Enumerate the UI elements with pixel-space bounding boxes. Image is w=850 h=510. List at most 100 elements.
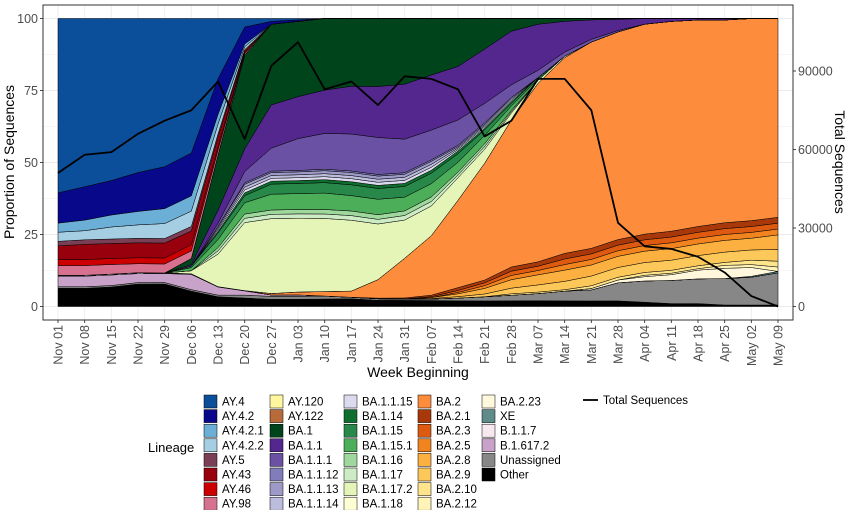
- x-tick-label: Nov 01: [52, 325, 66, 365]
- legend-label-ay-120: AY.120: [288, 397, 323, 409]
- legend-swatch-ay-43: [203, 467, 218, 482]
- legend-label-ba-1-17-2: BA.1.17.2: [362, 484, 413, 496]
- legend-swatch-ba-2-3: [417, 423, 432, 438]
- x-tick-label: Jan 17: [345, 325, 359, 363]
- x-tick-label: Mar 14: [558, 325, 572, 364]
- legend-label-ba-1-16: BA.1.16: [362, 455, 403, 467]
- x-tick-label: Jan 10: [318, 325, 332, 363]
- x-tick-label: Nov 22: [132, 325, 146, 365]
- legend-swatch-ba-2-23: [481, 394, 496, 409]
- legend-label-ay-4: AY.4: [222, 397, 245, 409]
- legend-label-other: Other: [500, 470, 529, 482]
- legend-swatch-b-1-1-7: [481, 423, 496, 438]
- legend-swatch-xe: [481, 409, 496, 423]
- legend-swatch-ba-1-1: [269, 438, 284, 453]
- legend-label-ay-5: AY.5: [222, 455, 245, 467]
- y-axis-ticks: 0 25 50 75 100: [17, 12, 43, 314]
- legend-swatch-ba-1-1-12: [269, 467, 284, 482]
- x-tick-label: Apr 25: [718, 325, 732, 362]
- legend-swatch-b-1-617-2: [481, 438, 496, 453]
- x-axis-title: Week Beginning: [367, 364, 469, 380]
- x-tick-label: Nov 15: [105, 325, 119, 365]
- legend-label-ba-2-5: BA.2.5: [436, 440, 471, 452]
- legend-label-xe: XE: [500, 411, 516, 423]
- y2-tick-label: 0: [798, 300, 805, 314]
- legend-swatch-ay-5: [203, 453, 218, 467]
- stacked-areas: [57, 18, 779, 307]
- legend-label-ay-4-2-1: AY.4.2.1: [222, 426, 264, 438]
- legend-swatch-ba-1-1-14: [269, 496, 284, 510]
- legend-label-ba-2-9: BA.2.9: [436, 470, 471, 482]
- legend-label-ay-4-2: AY.4.2: [222, 411, 254, 423]
- legend-swatch-ba-1-16: [343, 453, 358, 467]
- x-axis-ticks: Nov 01 Nov 08 Nov 15 Nov 22 Nov 29 Dec 06 Dec …: [52, 320, 786, 366]
- legend-label-total-sequences: Total Sequences: [603, 395, 688, 407]
- x-tick-label: Mar 07: [532, 325, 546, 364]
- legend-label-ba-2-10: BA.2.10: [436, 484, 477, 496]
- x-tick-label: Jan 31: [398, 325, 412, 363]
- legend-swatch-ba-2-8: [417, 453, 432, 467]
- legend-label-ba-2-1: BA.2.1: [436, 411, 471, 423]
- legend-title: Lineage: [148, 440, 194, 455]
- x-tick-label: Nov 08: [78, 325, 92, 365]
- legend-label-ba-2: BA.2: [436, 397, 461, 409]
- legend-swatch-ba-1-1-15: [343, 394, 358, 409]
- legend-swatch-ba-1-17-2: [343, 482, 358, 496]
- x-tick-label: May 09: [772, 325, 786, 366]
- y2-axis-title: Total Sequences: [832, 110, 848, 214]
- legend-swatch-ba-1-1-13: [269, 482, 284, 496]
- legend-swatch-ba-2-5: [417, 438, 432, 453]
- legend-swatch-ba-1-17: [343, 467, 358, 482]
- legend-swatch-ay-4: [203, 394, 218, 409]
- x-tick-label: Dec 13: [212, 325, 226, 365]
- legend-label-b-1-617-2: B.1.617.2: [500, 440, 549, 452]
- legend-label-ay-4-2-2: AY.4.2.2: [222, 440, 264, 452]
- legend-label-ay-98: AY.98: [222, 499, 251, 510]
- legend-swatch-ba-2-9: [417, 467, 432, 482]
- legend-label-ba-1-15-1: BA.1.15.1: [362, 440, 413, 452]
- x-tick-label: Mar 21: [585, 325, 599, 364]
- total-sequences-line: [57, 41, 779, 308]
- x-tick-label: Nov 29: [158, 325, 172, 365]
- legend-label-ba-1-1: BA.1.1: [288, 440, 323, 452]
- legend-swatch-ay-4-2-2: [203, 438, 218, 453]
- legend-swatch-ba-1-14: [343, 409, 358, 423]
- x-tick-label: Dec 06: [185, 325, 199, 365]
- legend-label-ba-2-23: BA.2.23: [500, 397, 541, 409]
- x-tick-label: Apr 04: [638, 325, 652, 362]
- legend-swatch-ay-98: [203, 496, 218, 510]
- legend-swatch-other: [481, 467, 496, 482]
- legend-label-ba-2-3: BA.2.3: [436, 426, 471, 438]
- y2-tick-label: 30000: [798, 222, 833, 236]
- y-tick-label: 0: [31, 300, 38, 314]
- legend-swatch-ba-1-15: [343, 423, 358, 438]
- x-tick-label: Mar 28: [612, 325, 626, 364]
- x-tick-label: Apr 11: [665, 325, 679, 361]
- legend-label-ba-1-14: BA.1.14: [362, 411, 404, 423]
- y-tick-label: 25: [24, 228, 38, 242]
- legend-swatch-ay-120: [269, 394, 284, 409]
- x-tick-label: Jan 24: [372, 325, 386, 363]
- x-tick-label: Feb 28: [505, 325, 519, 364]
- legend-label-ba-2-12: BA.2.12: [436, 499, 477, 510]
- y2-axis-ticks: 0 30000 60000 90000: [793, 65, 833, 314]
- legend-label-ay-122: AY.122: [288, 411, 323, 423]
- legend-swatch-ba-2-12: [417, 496, 432, 510]
- legend-label-ba-1-17: BA.1.17: [362, 470, 403, 482]
- total-sequences-line-group: [57, 41, 779, 308]
- y-axis-title: Proportion of Sequences: [1, 85, 17, 239]
- legend-swatch-ba-1-18: [343, 496, 358, 510]
- legend-label-ba-1-1-14: BA.1.1.14: [288, 499, 339, 510]
- legend-swatch-ba-2-10: [417, 482, 432, 496]
- legend-swatch-ba-1-1-1: [269, 453, 284, 467]
- y2-tick-label: 90000: [798, 65, 833, 79]
- area-ay-4: [57, 18, 779, 194]
- x-tick-label: Feb 14: [452, 325, 466, 364]
- legend-swatch-ay-46: [203, 482, 218, 496]
- x-tick-label: Dec 20: [238, 325, 252, 365]
- legend-label-ba-1-1-12: BA.1.1.12: [288, 470, 339, 482]
- legend: Lineage AY.4 AY.4.2 AY.4.2.1 AY.4.2.2 AY.5 AY…: [148, 394, 561, 510]
- legend-label-ba-1-1-13: BA.1.1.13: [288, 484, 339, 496]
- x-tick-label: Feb 21: [478, 325, 492, 364]
